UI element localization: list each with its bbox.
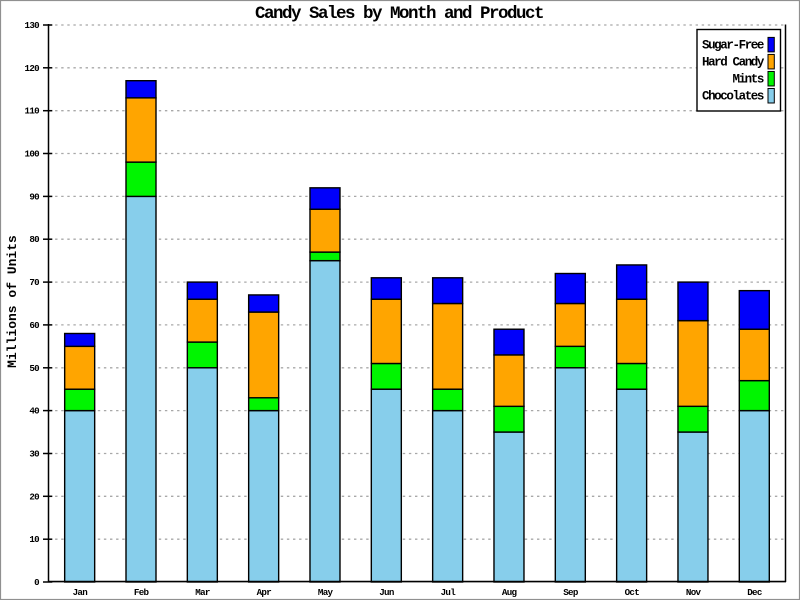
svg-text:40: 40 — [29, 406, 39, 417]
svg-text:90: 90 — [29, 191, 39, 202]
svg-text:10: 10 — [29, 534, 39, 545]
svg-text:Mints: Mints — [732, 73, 763, 87]
svg-text:20: 20 — [29, 491, 39, 502]
svg-text:Nov: Nov — [686, 587, 702, 598]
svg-text:30: 30 — [29, 449, 39, 460]
svg-text:Dec: Dec — [747, 587, 762, 598]
svg-text:Jul: Jul — [441, 587, 457, 598]
svg-text:120: 120 — [25, 63, 40, 74]
svg-text:110: 110 — [25, 106, 40, 117]
svg-text:Feb: Feb — [134, 587, 150, 598]
svg-text:Jun: Jun — [379, 587, 394, 598]
svg-text:70: 70 — [29, 277, 39, 288]
svg-text:100: 100 — [25, 149, 40, 160]
svg-text:Chocolates: Chocolates — [702, 90, 764, 104]
svg-text:Sugar-Free: Sugar-Free — [702, 39, 764, 53]
svg-text:80: 80 — [29, 234, 39, 245]
svg-text:Candy Sales by Month and Produ: Candy Sales by Month and Product — [255, 4, 543, 24]
svg-text:Jan: Jan — [73, 587, 88, 598]
svg-text:60: 60 — [29, 320, 39, 331]
svg-text:130: 130 — [25, 20, 40, 31]
svg-text:Oct: Oct — [625, 587, 640, 598]
svg-text:50: 50 — [29, 363, 39, 374]
svg-text:Hard Candy: Hard Candy — [702, 56, 765, 70]
svg-text:Apr: Apr — [257, 587, 272, 598]
svg-text:Millions of Units: Millions of Units — [5, 235, 20, 368]
svg-text:Sep: Sep — [563, 587, 579, 598]
svg-text:0: 0 — [34, 577, 39, 588]
svg-text:May: May — [318, 587, 334, 598]
svg-text:Aug: Aug — [502, 587, 517, 598]
svg-text:Mar: Mar — [195, 587, 210, 598]
